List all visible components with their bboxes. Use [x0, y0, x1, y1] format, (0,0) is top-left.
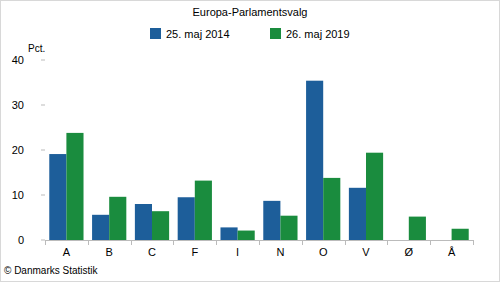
- bar: [135, 204, 152, 240]
- source: © Danmarks Statistik: [4, 265, 99, 276]
- y-tick-label: 30: [12, 99, 24, 111]
- bar: [366, 153, 383, 240]
- x-tick: [88, 240, 89, 245]
- y-tick-label: 10: [12, 189, 24, 201]
- x-tick-label: O: [319, 246, 328, 258]
- chart-root: Europa-Parlamentsvalg 25. maj 2014 26. maj…: [0, 0, 500, 282]
- chart: Europa-Parlamentsvalg 25. maj 2014 26. maj…: [0, 0, 500, 282]
- x-tick: [45, 240, 46, 245]
- bar: [323, 178, 340, 240]
- x-tick: [302, 240, 303, 245]
- bar: [452, 229, 469, 240]
- bar: [306, 81, 323, 240]
- x-tick: [430, 240, 431, 245]
- x-tick-label: I: [236, 246, 239, 258]
- y-tick: [41, 60, 45, 61]
- y-tick-label: 40: [12, 54, 24, 66]
- x-tick-label: N: [276, 246, 284, 258]
- x-tick-label: A: [63, 246, 71, 258]
- bar: [195, 181, 212, 240]
- x-tick: [345, 240, 346, 245]
- x-tick: [259, 240, 260, 245]
- x-tick-label: Ø: [405, 246, 414, 258]
- frame: [1, 1, 500, 282]
- y-tick: [41, 195, 45, 196]
- x-tick-label: F: [191, 246, 198, 258]
- x-tick: [131, 240, 132, 245]
- bar: [409, 217, 426, 240]
- y-axis-label: Pct.: [28, 43, 45, 54]
- bar: [238, 231, 255, 240]
- bar: [152, 211, 169, 240]
- legend-swatch: [270, 28, 281, 39]
- x-tick: [216, 240, 217, 245]
- x-tick-label: C: [148, 246, 156, 258]
- x-tick: [473, 240, 474, 245]
- legend-label: 25. maj 2014: [166, 28, 230, 40]
- y-tick-label: 0: [18, 234, 24, 246]
- x-tick-label: B: [106, 246, 113, 258]
- x-tick-label: V: [362, 246, 370, 258]
- y-tick: [41, 105, 45, 106]
- y-tick: [41, 150, 45, 151]
- bars: [49, 81, 468, 240]
- bar: [349, 188, 366, 240]
- x-tick: [387, 240, 388, 245]
- bar: [109, 197, 126, 240]
- x-tick: [173, 240, 174, 245]
- y-tick: [41, 240, 45, 241]
- legend-label: 26. maj 2019: [286, 28, 350, 40]
- bar: [49, 154, 66, 240]
- x-tick-label: Å: [448, 246, 456, 258]
- title: Europa-Parlamentsvalg: [193, 6, 308, 18]
- y-tick-label: 20: [12, 144, 24, 156]
- bar: [280, 216, 297, 240]
- bar: [92, 215, 109, 240]
- bar: [220, 227, 237, 240]
- legend-swatch: [150, 28, 161, 39]
- bar: [263, 201, 280, 240]
- bar: [178, 197, 195, 240]
- bar: [66, 133, 83, 240]
